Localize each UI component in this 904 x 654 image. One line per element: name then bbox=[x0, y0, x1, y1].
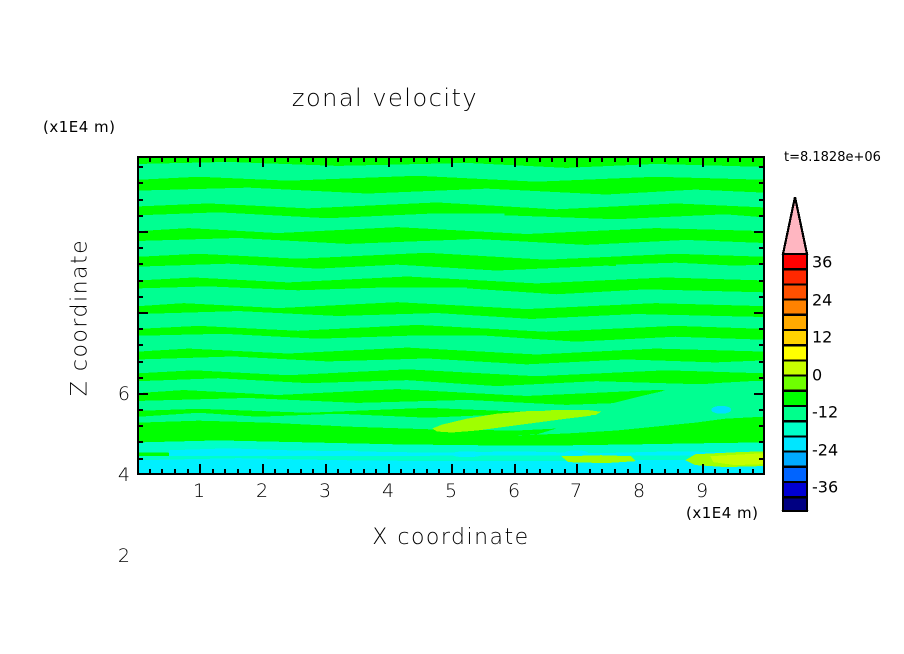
colorbar-label: 0 bbox=[812, 365, 823, 385]
y-axis-unit-label: (x1E4 m) bbox=[43, 118, 116, 136]
colorbar-label: -12 bbox=[812, 402, 839, 422]
x-tick-label: 4 bbox=[381, 480, 395, 502]
x-tick-label: 7 bbox=[569, 480, 583, 502]
colorbar-label: 36 bbox=[812, 252, 833, 272]
page-title: zonal velocity bbox=[291, 84, 479, 112]
x-tick-label: 9 bbox=[695, 480, 709, 502]
colorbar-scale[interactable] bbox=[777, 196, 813, 512]
colorbar-label: 12 bbox=[812, 327, 833, 347]
y-axis-title: Z coordinate bbox=[67, 238, 93, 397]
y-tick-label: 2 bbox=[117, 545, 130, 567]
x-tick-label: 5 bbox=[444, 480, 458, 502]
x-tick-label: 3 bbox=[318, 480, 332, 502]
y-tick-label: 6 bbox=[117, 383, 130, 405]
contour-plot-area bbox=[137, 156, 765, 475]
x-axis-tick-labels: 1 2 3 4 5 6 7 8 9 bbox=[137, 480, 765, 504]
time-annotation: t=8.1828e+06 bbox=[784, 150, 881, 165]
x-tick-label: 8 bbox=[632, 480, 646, 502]
y-tick-label: 4 bbox=[117, 464, 130, 486]
colorbar-label: -36 bbox=[812, 477, 839, 497]
x-tick-label: 1 bbox=[192, 480, 206, 502]
x-tick-label: 2 bbox=[255, 480, 269, 502]
velocity-field bbox=[139, 158, 763, 473]
colorbar-label: -24 bbox=[812, 440, 839, 460]
y-axis-tick-labels: 6 4 2 bbox=[96, 156, 130, 567]
x-tick-label: 6 bbox=[507, 480, 521, 502]
colorbar-label: 24 bbox=[812, 290, 833, 310]
colorbar-tick-labels: 36 24 12 0 -12 -24 -36 bbox=[812, 196, 872, 512]
x-axis-unit-label: (x1E4 m) bbox=[686, 504, 759, 522]
x-axis-title: X coordinate bbox=[372, 525, 530, 550]
